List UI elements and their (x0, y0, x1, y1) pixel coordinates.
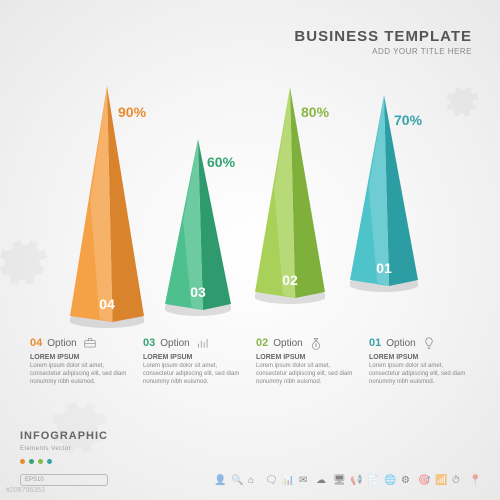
cone-03: 03 60% (165, 139, 231, 318)
option-title: LOREM IPSUM (30, 354, 131, 361)
footer-icon: 👤 (214, 475, 225, 486)
cone-number: 01 (376, 260, 392, 276)
option-01: 01 Option LOREM IPSUM Lorem ipsum dolor … (369, 335, 470, 386)
cone-number: 02 (282, 272, 298, 288)
footer-icon: ⏱ (452, 475, 463, 486)
option-label: Option (273, 338, 302, 349)
cone-percent: 80% (301, 104, 329, 120)
options-row: 04 Option LOREM IPSUM Lorem ipsum dolor … (30, 335, 470, 386)
footer-icon: 📊 (282, 475, 293, 486)
footer-icon: ⌂ (248, 475, 259, 486)
cone-percent: 70% (394, 112, 422, 128)
cone-number: 04 (99, 296, 115, 312)
option-body: Lorem ipsum dolor sit amet, consectetur … (256, 363, 357, 386)
legend-dot (29, 459, 34, 464)
infographic-sub: Elements Vector (20, 446, 108, 452)
legend-dots (20, 459, 108, 464)
footer-icon: 📢 (350, 475, 361, 486)
footer-icon: 🗨 (265, 475, 276, 486)
footer-icon: 📄 (367, 475, 378, 486)
option-03: 03 Option LOREM IPSUM Lorem ipsum dolor … (143, 335, 244, 386)
footer-icon: 📍 (469, 475, 480, 486)
option-body: Lorem ipsum dolor sit amet, consectetur … (369, 363, 470, 386)
footer-icon-strip: 👤 🔍 ⌂ 🗨 📊 ✉ ☁ 🖥 📢 📄 🌐 ⚙ 🎯 📶 ⏱ 📍 (214, 475, 480, 486)
option-label: Option (386, 338, 415, 349)
bars-icon (195, 335, 211, 351)
footer-icon: 🎯 (418, 475, 429, 486)
legend-dot (20, 459, 25, 464)
option-title: LOREM IPSUM (256, 354, 357, 361)
option-number: 02 (256, 337, 268, 349)
option-number: 04 (30, 337, 42, 349)
footer-icon: 📶 (435, 475, 446, 486)
option-title: LOREM IPSUM (143, 354, 244, 361)
legend-dot (47, 459, 52, 464)
option-02: 02 Option $ LOREM IPSUM Lorem ipsum dolo… (256, 335, 357, 386)
option-04: 04 Option LOREM IPSUM Lorem ipsum dolor … (30, 335, 131, 386)
moneybag-icon: $ (308, 335, 324, 351)
option-body: Lorem ipsum dolor sit amet, consectetur … (143, 363, 244, 386)
option-label: Option (160, 338, 189, 349)
footer: INFOGRAPHIC Elements Vector EPS10 👤 🔍 ⌂ 🗨 📊 ✉… (20, 430, 480, 486)
cone-04: 04 90% (70, 86, 144, 330)
legend-dot (38, 459, 43, 464)
bulb-icon (421, 335, 437, 351)
cone-01: 01 70% (350, 95, 418, 294)
option-label: Option (47, 338, 76, 349)
footer-icon: ⚙ (401, 475, 412, 486)
option-body: Lorem ipsum dolor sit amet, consectetur … (30, 363, 131, 386)
infographic-label: INFOGRAPHIC (20, 430, 108, 442)
watermark-id: #209796353 (6, 487, 45, 494)
cone-02: 02 80% (255, 87, 325, 306)
option-number: 03 (143, 337, 155, 349)
footer-icon: 🔍 (231, 475, 242, 486)
footer-icon: 🌐 (384, 475, 395, 486)
footer-icon: 🖥 (333, 475, 344, 486)
option-title: LOREM IPSUM (369, 354, 470, 361)
cone-percent: 60% (207, 154, 235, 170)
cone-percent: 90% (118, 104, 146, 120)
cone-number: 03 (190, 284, 206, 300)
eps-badge: EPS10 (20, 474, 108, 486)
briefcase-icon (82, 335, 98, 351)
svg-text:$: $ (315, 343, 318, 348)
cone-chart: 04 90% 03 60% 02 80% (40, 50, 440, 330)
option-number: 01 (369, 337, 381, 349)
footer-icon: ☁ (316, 475, 327, 486)
footer-icon: ✉ (299, 475, 310, 486)
page-title: BUSINESS TEMPLATE (294, 28, 472, 45)
